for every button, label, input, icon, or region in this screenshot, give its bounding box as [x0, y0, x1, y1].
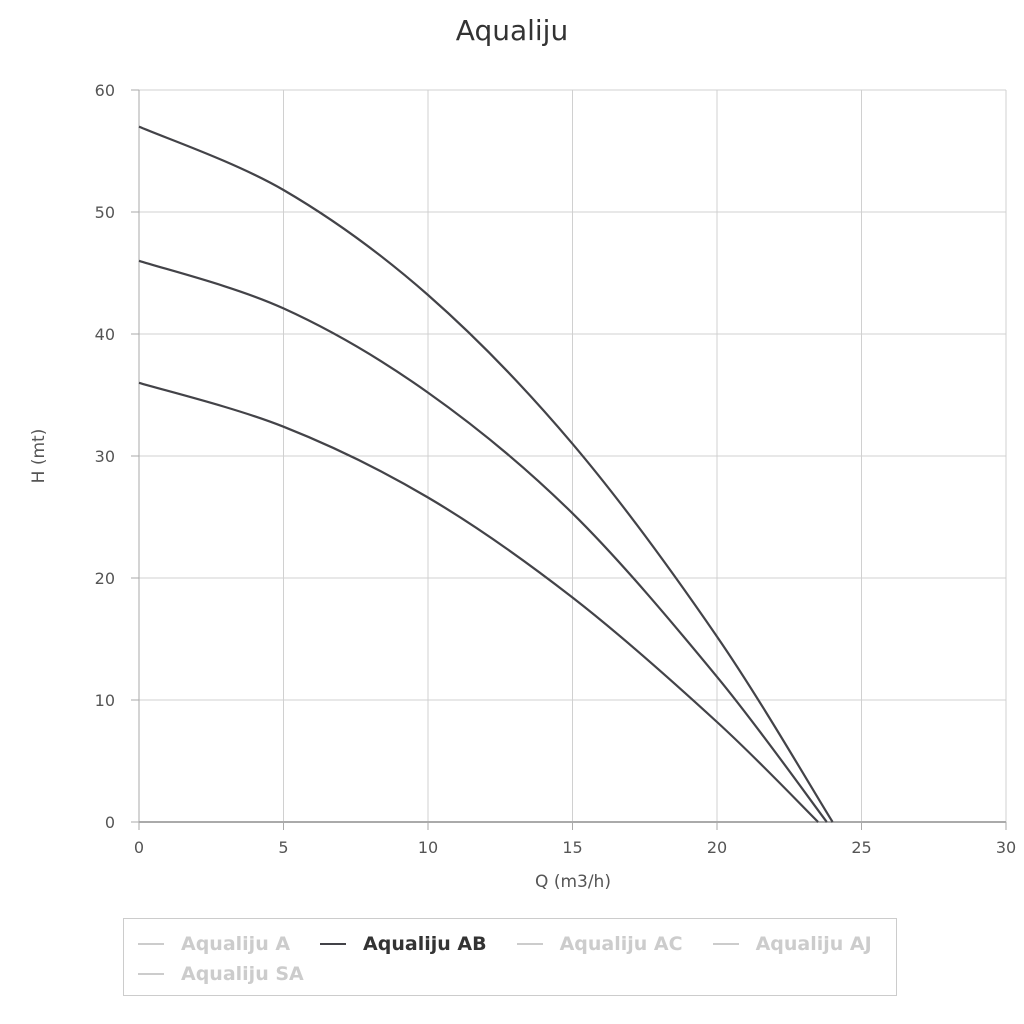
x-tick-label: 25 — [851, 838, 871, 857]
series-line — [138, 125, 834, 823]
legend-label: Aqualiju A — [181, 933, 291, 955]
x-tick-label: 30 — [996, 838, 1016, 857]
y-tick-label: 30 — [95, 447, 115, 466]
y-axis-title: H (mt) — [29, 429, 49, 484]
legend-item[interactable]: Aqualiju AB — [320, 933, 487, 955]
y-tick-label: 10 — [95, 691, 115, 710]
x-tick-label: 20 — [707, 838, 727, 857]
legend-swatch-icon — [138, 943, 164, 945]
series-lines — [138, 125, 834, 823]
y-tick-label: 40 — [95, 325, 115, 344]
pump-curve-chart: Aqualiju 0 5 10 15 20 25 30 0 10 20 30 40 50 60 Q (m3… — [29, 14, 1017, 892]
legend-item[interactable]: Aqualiju A — [138, 933, 290, 955]
x-tick-label: 0 — [134, 838, 144, 857]
legend-label: Aqualiju AB — [363, 933, 487, 955]
series-line — [138, 381, 819, 823]
y-tick-label: 60 — [95, 81, 115, 100]
legend-swatch-icon — [138, 973, 164, 975]
axes: 0 5 10 15 20 25 30 0 10 20 30 40 50 60 — [95, 81, 1017, 857]
legend-label: Aqualiju AC — [559, 933, 683, 955]
legend-label: Aqualiju AJ — [755, 933, 872, 955]
legend: Aqualiju A Aqualiju AB Aqualiju AC Aqualiju… — [123, 918, 897, 996]
legend-swatch-icon — [712, 943, 739, 945]
legend-row: Aqualiju A Aqualiju AB Aqualiju AC Aqualiju… — [138, 929, 884, 959]
legend-label: Aqualiju SA — [181, 963, 304, 985]
legend-item[interactable]: Aqualiju AC — [516, 933, 683, 955]
chart-title: Aqualiju — [456, 14, 568, 47]
legend-swatch-icon — [320, 943, 347, 945]
x-tick-label: 15 — [562, 838, 582, 857]
legend-swatch-icon — [516, 943, 543, 945]
x-tick-label: 5 — [278, 838, 288, 857]
legend-row: Aqualiju SA — [138, 959, 884, 989]
legend-item[interactable]: Aqualiju AJ — [712, 933, 872, 955]
y-tick-label: 50 — [95, 203, 115, 222]
x-axis-title: Q (m3/h) — [535, 872, 611, 892]
grid — [139, 89, 1007, 822]
y-tick-label: 20 — [95, 569, 115, 588]
x-tick-label: 10 — [418, 838, 438, 857]
y-tick-label: 0 — [105, 813, 115, 832]
legend-item[interactable]: Aqualiju SA — [138, 963, 304, 985]
series-line — [138, 259, 828, 823]
